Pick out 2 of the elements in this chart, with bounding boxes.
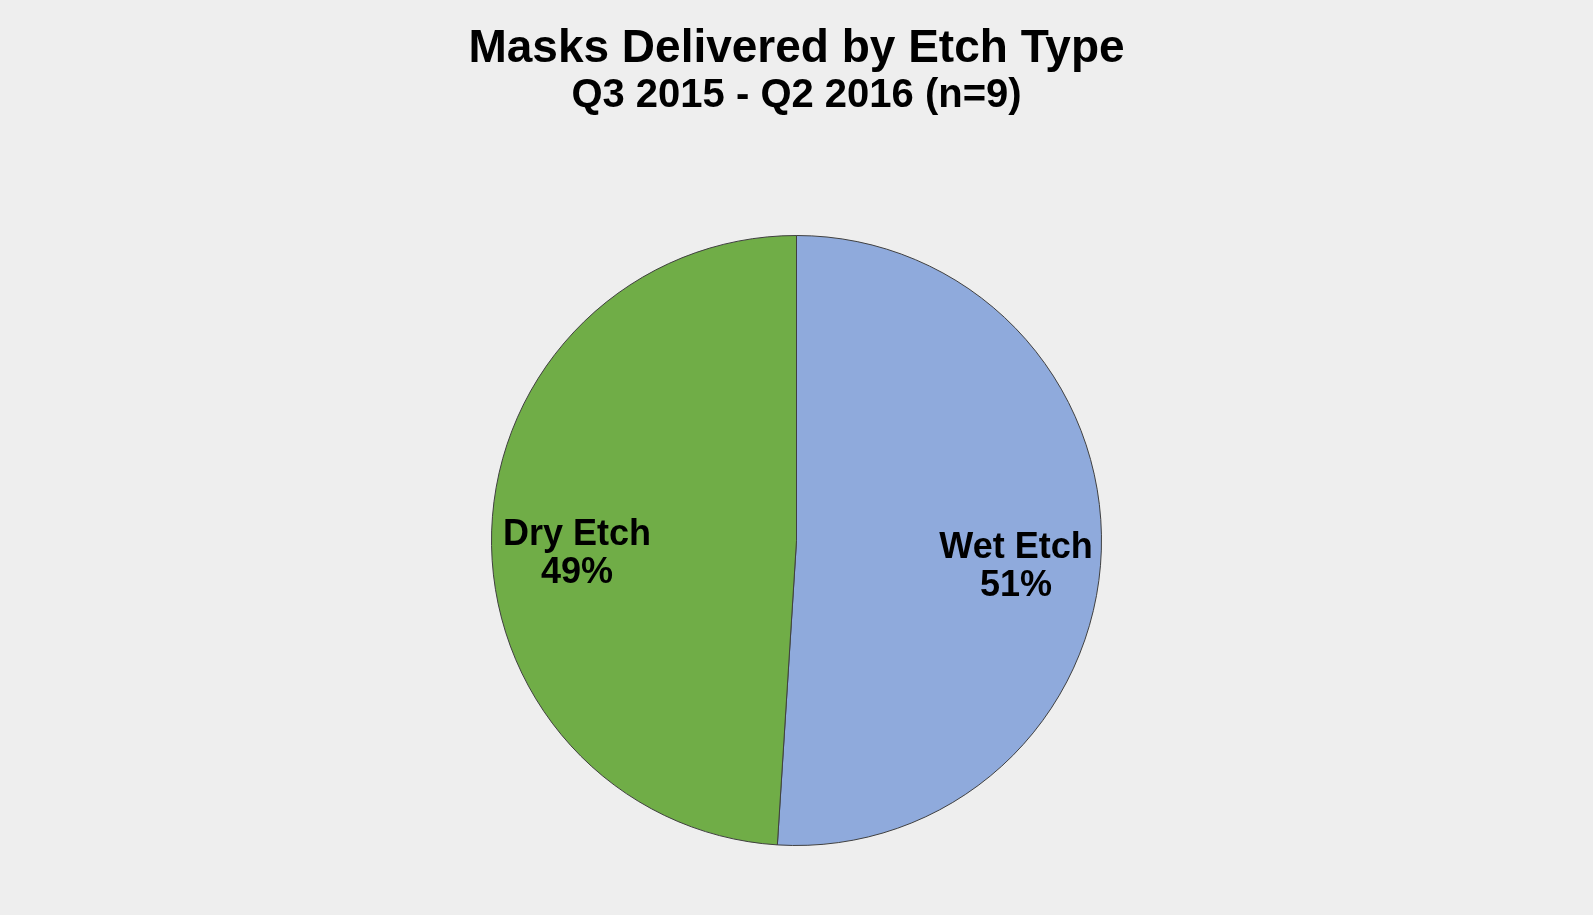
chart-title: Masks Delivered by Etch Type	[468, 20, 1125, 72]
chart-subtitle: Q3 2015 - Q2 2016 (n=9)	[571, 71, 1022, 115]
